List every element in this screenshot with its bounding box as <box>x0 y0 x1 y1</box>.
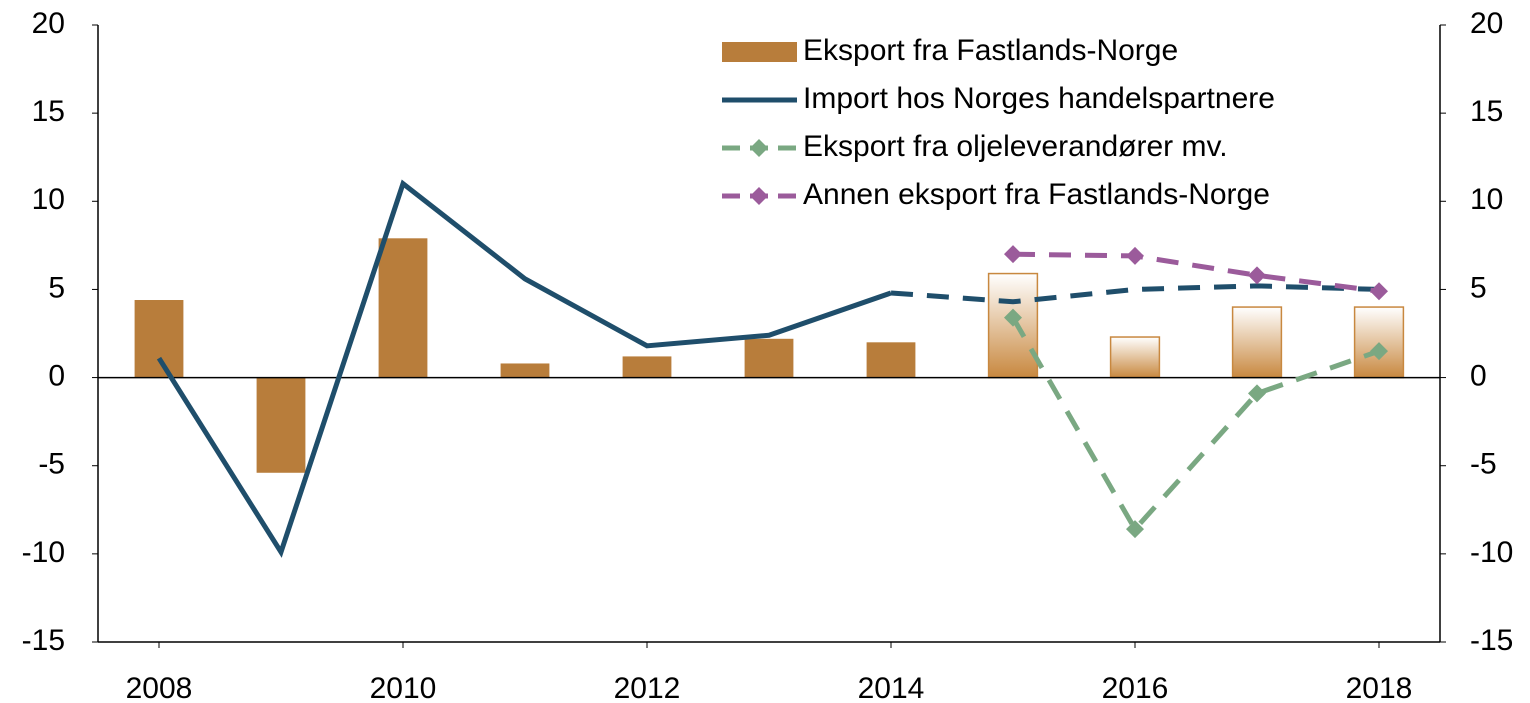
y2-tick-label: -10 <box>1470 536 1513 569</box>
line <box>890 283 1380 305</box>
y2-tick-label: -5 <box>1470 448 1497 481</box>
y-tick-label: -15 <box>22 624 65 657</box>
legend-marker <box>750 139 768 157</box>
y2-tick-label: 5 <box>1470 271 1487 304</box>
bar <box>622 356 672 378</box>
legend-label: Annen eksport fra Fastlands-Norge <box>803 178 1270 211</box>
x-tick-label: 2014 <box>858 672 925 703</box>
y2-tick-label: 15 <box>1470 95 1503 128</box>
bar <box>378 238 428 378</box>
line <box>156 179 892 558</box>
y-tick-label: 15 <box>32 95 65 128</box>
x-tick-label: 2010 <box>370 672 437 703</box>
y-tick-label: 20 <box>32 7 65 40</box>
y2-tick-label: 10 <box>1470 183 1503 216</box>
bar <box>866 342 916 378</box>
marker <box>1370 342 1388 361</box>
bar <box>134 300 184 378</box>
legend-swatch <box>722 42 797 62</box>
legend-label: Eksport fra Fastlands-Norge <box>803 34 1178 67</box>
legend-marker <box>750 187 768 205</box>
x-tick-label: 2012 <box>614 672 681 703</box>
y-tick-label: -5 <box>38 448 65 481</box>
legend-label: Eksport fra oljeleverandører mv. <box>803 130 1228 163</box>
x-tick-label: 2016 <box>1102 672 1169 703</box>
marker <box>1248 266 1266 285</box>
bar <box>500 363 550 378</box>
marker <box>1370 282 1388 301</box>
bar <box>256 377 306 473</box>
x-tick-label: 2018 <box>1346 672 1413 703</box>
x-tick-label: 2008 <box>126 672 193 703</box>
y2-tick-label: 20 <box>1470 7 1503 40</box>
y-tick-label: 10 <box>32 183 65 216</box>
y2-tick-label: 0 <box>1470 359 1487 392</box>
bar <box>1109 336 1161 379</box>
y-tick-label: 5 <box>48 271 65 304</box>
line <box>1010 316 1380 534</box>
marker <box>1004 245 1022 264</box>
y-tick-label: 0 <box>48 359 65 392</box>
bar <box>744 338 794 378</box>
bar <box>1231 306 1283 379</box>
marker <box>1126 520 1144 539</box>
legend-label: Import hos Norges handelspartnere <box>803 82 1275 115</box>
marker <box>1004 308 1022 327</box>
y2-tick-label: -15 <box>1470 624 1513 657</box>
y-tick-label: -10 <box>22 536 65 569</box>
marker <box>1126 246 1144 265</box>
marker <box>1248 384 1266 403</box>
line <box>1012 251 1380 294</box>
